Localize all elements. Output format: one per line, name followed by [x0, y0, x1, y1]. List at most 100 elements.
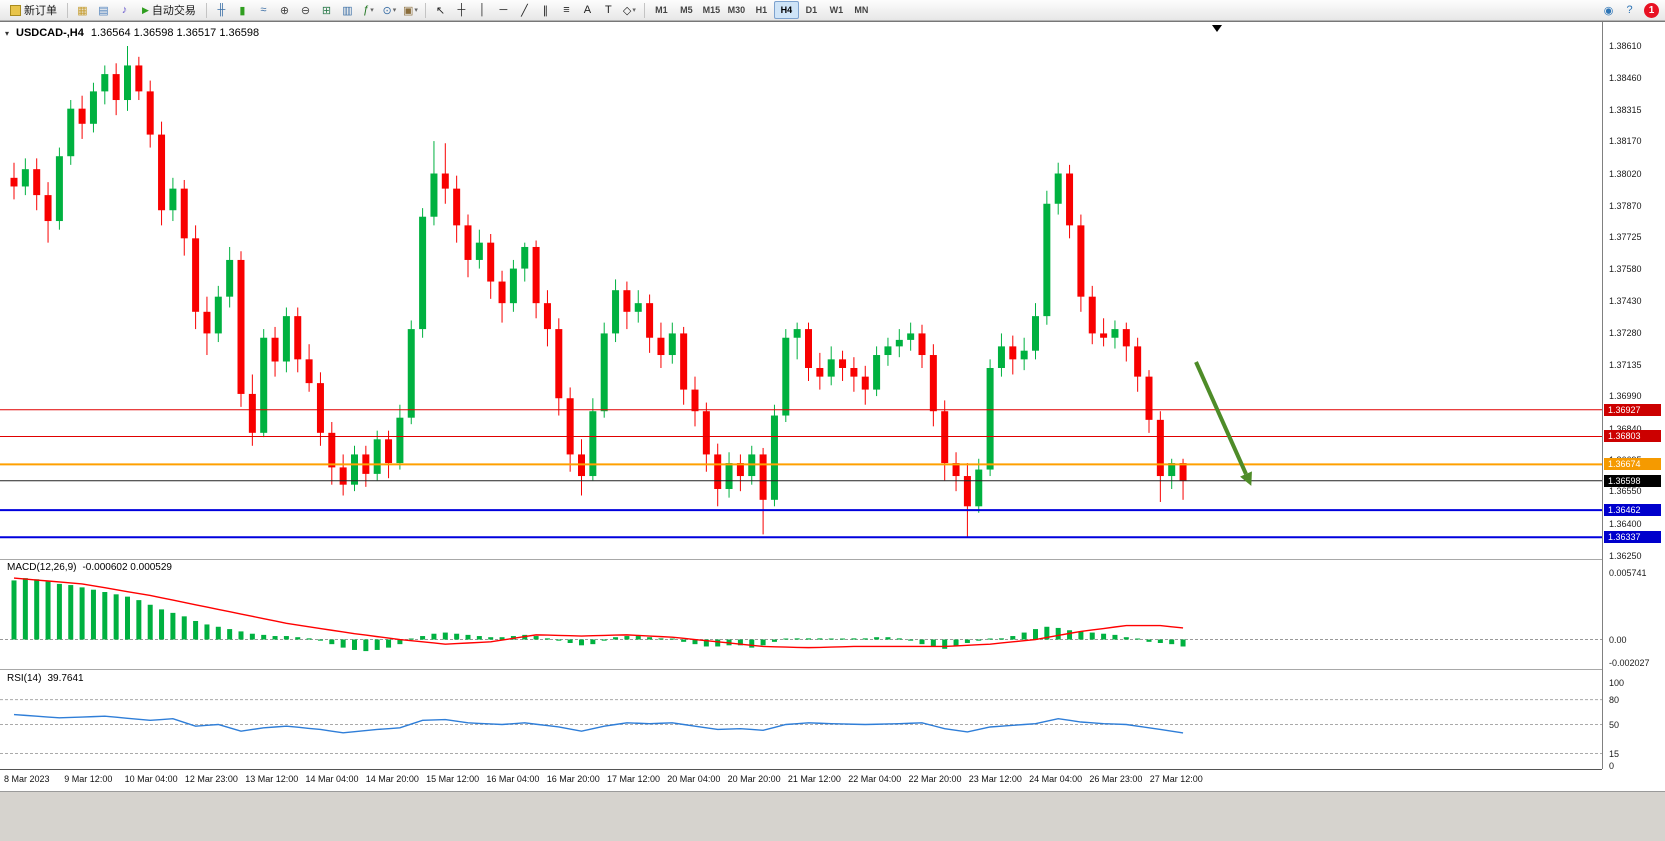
timeframe-mn[interactable]: MN	[854, 5, 869, 15]
help-icon[interactable]: ?	[1626, 4, 1633, 16]
time-axis-label: 16 Mar 04:00	[486, 774, 540, 784]
rsi-axis-label: 15	[1609, 748, 1620, 759]
channel-icon[interactable]: ∥	[542, 4, 549, 17]
macd-signal-line	[13, 577, 1184, 649]
pane-separator[interactable]	[0, 669, 1602, 670]
macd-axis-label: 0.00	[1609, 634, 1627, 645]
timeframe-m15[interactable]: M15	[702, 5, 721, 15]
autotrading-label: 自动交易	[151, 5, 196, 17]
timeframe-h1[interactable]: H1	[755, 5, 768, 15]
price-chart-pane[interactable]	[0, 22, 1602, 559]
time-axis[interactable]: 8 Mar 2023 9 Mar 12:00 10 Mar 04:00 12 Mar …	[0, 772, 1602, 790]
price-line-label[interactable]: 1.36803	[1604, 430, 1661, 443]
timeframe-w1[interactable]: W1	[829, 5, 844, 15]
macd-pane[interactable]	[0, 560, 1602, 669]
indicators-add-icon-caret[interactable]: ▾	[370, 7, 374, 14]
price-axis-label: 1.36250	[1609, 551, 1642, 561]
horizontal-lines[interactable]	[0, 409, 1602, 539]
macd-name: MACD(12,26,9)	[7, 562, 77, 573]
price-axis-label: 1.37135	[1609, 359, 1642, 370]
price-axis-label: 1.37870	[1609, 200, 1642, 211]
toolbar-separator	[424, 2, 426, 18]
candles	[10, 46, 1187, 538]
rsi-label: RSI(14) 39.7641	[7, 673, 84, 684]
zoom-out-icon[interactable]: ⊖	[300, 4, 311, 17]
shapes-icon[interactable]: ◇ ▾	[622, 4, 636, 17]
chart-menu-icon[interactable]: ▾	[5, 28, 10, 38]
periods-icon[interactable]: ⊙ ▾	[382, 4, 397, 17]
cursor-icon[interactable]: ↖	[435, 4, 446, 17]
price-axis-label: 1.37280	[1609, 328, 1642, 339]
time-axis-label: 22 Mar 20:00	[908, 774, 962, 784]
price-axis-label: 1.38170	[1609, 136, 1642, 147]
profiles-icon[interactable]: ▤	[98, 4, 109, 17]
community-icon[interactable]: ◉	[1603, 4, 1614, 17]
time-axis-label: 10 Mar 04:00	[124, 774, 178, 784]
time-axis-label: 8 Mar 2023	[4, 774, 50, 784]
bar-chart-icon[interactable]: ╫	[217, 4, 226, 16]
price-axis-label: 1.36840	[1609, 423, 1642, 434]
price-line-label[interactable]: 1.36337	[1604, 531, 1661, 544]
horizontal-line-icon[interactable]: ─	[499, 4, 508, 16]
time-axis-label: 9 Mar 12:00	[64, 774, 113, 784]
arrange-icon[interactable]: ▥	[342, 4, 353, 17]
timeframe-m30[interactable]: M30	[727, 5, 746, 15]
price-axis-label: 1.38020	[1609, 168, 1642, 179]
price-line-label[interactable]: 1.36598	[1604, 474, 1661, 487]
time-axis-label: 26 Mar 23:00	[1089, 774, 1143, 784]
macd-axis-label: -0.002027	[1609, 658, 1650, 668]
price-line-label[interactable]: 1.36927	[1604, 403, 1661, 416]
autotrading-button[interactable]: ▶ 自动交易	[136, 0, 202, 20]
price-axis[interactable]: 1.38610 1.38460 1.38315 1.38170 1.38020 1.378…	[1602, 22, 1665, 771]
tile-windows-icon[interactable]: ⊞	[321, 4, 332, 17]
rsi-value: 39.7641	[47, 673, 84, 684]
periods-icon-caret[interactable]: ▾	[392, 7, 397, 14]
vertical-line-icon[interactable]: │	[478, 4, 486, 16]
timeframe-d1[interactable]: D1	[805, 5, 818, 15]
price-axis-label: 1.38315	[1609, 104, 1642, 115]
notification-badge[interactable]: 1	[1644, 2, 1659, 18]
price-axis-label: 1.38610	[1609, 41, 1642, 51]
time-axis-label: 21 Mar 12:00	[787, 774, 841, 784]
rsi-line	[13, 713, 1184, 734]
label-icon[interactable]: T	[605, 4, 612, 16]
text-icon[interactable]: A	[583, 4, 592, 16]
trendline-icon[interactable]: ╱	[521, 4, 528, 17]
toolbar-separator	[643, 2, 645, 18]
candlestick-chart-icon[interactable]: ▮	[239, 4, 246, 17]
price-line-label[interactable]: 1.36462	[1604, 504, 1661, 517]
crosshair-icon[interactable]: ┼	[457, 4, 466, 16]
timeframe-m5[interactable]: M5	[680, 5, 693, 15]
zoom-in-icon[interactable]: ⊕	[279, 4, 290, 17]
rsi-pane[interactable]	[0, 671, 1602, 768]
time-axis-label: 12 Mar 23:00	[184, 774, 238, 784]
timeframe-h4[interactable]: H4	[773, 1, 799, 19]
chart-window: ▾ USDCAD-,H4 1.36564 1.36598 1.36517 1.3…	[0, 21, 1665, 792]
chart-title: ▾ USDCAD-,H4 1.36564 1.36598 1.36517 1.3…	[5, 27, 259, 39]
fibonacci-icon[interactable]: ≡	[563, 4, 570, 16]
shapes-icon-caret[interactable]: ▾	[632, 7, 636, 14]
rsi-axis-label: 50	[1609, 719, 1620, 730]
new-order-icon	[10, 4, 21, 16]
line-chart-icon[interactable]: ≈	[260, 4, 267, 16]
file-icon-group: ▦ ▤ ♪	[72, 1, 135, 20]
rsi-axis-label: 80	[1609, 694, 1620, 705]
indicators-add-icon[interactable]: ƒ ▾	[363, 4, 374, 16]
price-axis-label: 1.37430	[1609, 296, 1642, 306]
price-line-label[interactable]: 1.36674	[1604, 458, 1661, 471]
charts-icon[interactable]: ▦	[77, 4, 88, 17]
new-order-button[interactable]: 新订单	[4, 0, 63, 20]
sound-icon[interactable]: ♪	[121, 4, 128, 16]
trend-arrow[interactable]	[1194, 361, 1252, 486]
price-axis-label: 1.36990	[1609, 391, 1642, 402]
templates-icon-caret[interactable]: ▾	[414, 7, 418, 14]
timeframe-m1[interactable]: M1	[655, 5, 668, 15]
pane-separator[interactable]	[0, 559, 1602, 560]
price-axis-label: 1.36550	[1609, 486, 1642, 497]
time-axis-label: 27 Mar 12:00	[1149, 774, 1203, 784]
price-axis-label: 1.37725	[1609, 232, 1642, 243]
window-bottom-strip	[0, 791, 1665, 841]
toolbar: 新订单 ▦ ▤ ♪ ▶ 自动交易 ╫ ▮ ≈ ⊕ ⊖ ⊞ ▥ ƒ ▾ ⊙ ▾ ▣ ▾ ↖ ┼ │ ─ ╱ ∥ ≡ A T ◇ ▾…	[0, 0, 1665, 21]
templates-icon[interactable]: ▣ ▾	[402, 4, 418, 17]
